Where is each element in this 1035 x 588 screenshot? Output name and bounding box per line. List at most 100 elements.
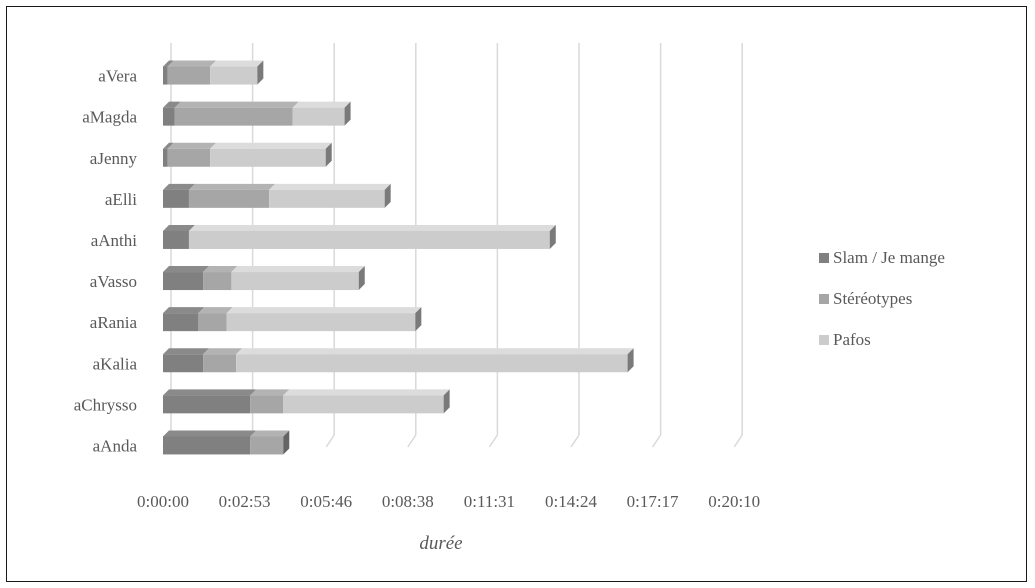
bar-top — [269, 183, 391, 190]
bar-segment — [163, 272, 204, 291]
bar-segment — [163, 66, 168, 85]
bar-segment — [210, 66, 258, 85]
bar-segment — [231, 272, 359, 291]
bar-segment — [163, 230, 189, 249]
bar-top — [203, 348, 243, 355]
x-tick-label: 0:20:10 — [708, 492, 760, 511]
x-tick-label: 0:11:31 — [464, 492, 515, 511]
bars — [163, 60, 634, 455]
bar-top — [210, 142, 332, 149]
x-tick-label: 0:08:38 — [382, 492, 434, 511]
category-label: aAnthi — [91, 231, 138, 250]
bar-side — [627, 348, 634, 373]
category-labels: aAnda aChrysso aKalia aRania aVasso aAnthi aEl… — [74, 67, 138, 456]
bar-segment — [163, 107, 175, 126]
gridline-floor — [570, 434, 580, 448]
category-label: aVasso — [90, 272, 137, 291]
bar-side — [325, 142, 332, 167]
legend-label: Slam / Je mange — [833, 248, 945, 267]
bar-segment — [210, 148, 326, 167]
bar-side — [443, 389, 450, 414]
x-axis-title: durée — [419, 533, 462, 554]
legend-label: Stéréotypes — [833, 289, 912, 308]
bar-top — [226, 307, 422, 314]
category-label: aChrysso — [74, 395, 137, 414]
bar-top — [163, 60, 174, 67]
bar-segment — [163, 313, 199, 332]
legend: Slam / Je mange Stéréotypes Pafos — [819, 248, 945, 349]
bar-side — [283, 430, 290, 455]
bar-top — [231, 266, 365, 273]
category-label: aJenny — [90, 149, 138, 168]
gridline-floor — [488, 434, 499, 448]
bar-top — [210, 60, 264, 67]
legend-swatch — [819, 335, 829, 345]
bar-top — [283, 389, 450, 396]
bar-top — [163, 142, 174, 149]
x-tick-label: 0:05:46 — [300, 492, 352, 511]
bar-segment — [283, 395, 444, 414]
bar-segment — [163, 148, 168, 167]
bar-top — [163, 307, 205, 314]
x-tick-label: 0:14:24 — [545, 492, 597, 511]
bar-top — [167, 60, 217, 67]
bar-top — [163, 430, 257, 437]
bar-side — [384, 183, 391, 208]
bar-segment — [250, 436, 284, 455]
category-label: aVera — [98, 67, 137, 86]
category-label: aAnda — [93, 436, 138, 455]
gridline-floor — [325, 434, 335, 448]
bar-top — [198, 307, 233, 314]
bar-side — [257, 60, 264, 85]
tick-labels: 0:00:00 0:02:53 0:05:46 0:08:38 0:11:31 0:14:… — [137, 492, 760, 511]
bar-top — [163, 266, 210, 273]
legend-label: Pafos — [833, 330, 871, 349]
category-label: aElli — [105, 190, 137, 209]
x-tick-label: 0:02:53 — [219, 492, 271, 511]
legend-swatch — [819, 253, 829, 263]
bar-top — [236, 348, 634, 355]
bar-segment — [203, 272, 232, 291]
bar-segment — [188, 189, 270, 208]
bar-segment — [203, 354, 237, 373]
chart-frame: aAnda aChrysso aKalia aRania aVasso aAnthi aEl… — [6, 6, 1027, 582]
bar-segment — [163, 436, 251, 455]
x-tick-label: 0:00:00 — [137, 492, 189, 511]
bar-top — [167, 142, 217, 149]
bar-segment — [167, 148, 211, 167]
bar-segment — [236, 354, 628, 373]
bar-segment — [163, 189, 189, 208]
category-label: aKalia — [93, 354, 138, 373]
bar-segment — [174, 107, 293, 126]
bar-segment — [163, 395, 251, 414]
bar-top — [163, 348, 210, 355]
bar-segment — [226, 313, 416, 332]
bar-segment — [250, 395, 284, 414]
gridline-floor — [651, 434, 662, 448]
legend-swatch — [819, 294, 829, 304]
gridline-floor — [407, 434, 417, 448]
category-label: aRania — [90, 313, 138, 332]
bar-segment — [292, 107, 345, 126]
bar-segment — [188, 230, 550, 249]
bar-top — [163, 389, 257, 396]
bar-top — [163, 224, 195, 231]
bar-segment — [163, 354, 204, 373]
bar-segment — [198, 313, 227, 332]
bar-top — [250, 389, 290, 396]
bar-side — [358, 266, 365, 291]
bar-top — [188, 183, 276, 190]
bar-chart: aAnda aChrysso aKalia aRania aVasso aAnthi aEl… — [74, 43, 945, 554]
bar-segment — [269, 189, 385, 208]
bar-top — [292, 101, 351, 108]
gridline-floor — [733, 434, 743, 448]
x-tick-label: 0:17:17 — [627, 492, 679, 511]
bar-side — [415, 307, 422, 332]
bar-side — [344, 101, 351, 126]
bar-side — [549, 224, 556, 249]
bar-top — [174, 101, 299, 108]
bar-top — [250, 430, 290, 437]
bar-top — [203, 266, 238, 273]
bar-segment — [167, 66, 211, 85]
bar-top — [163, 101, 181, 108]
